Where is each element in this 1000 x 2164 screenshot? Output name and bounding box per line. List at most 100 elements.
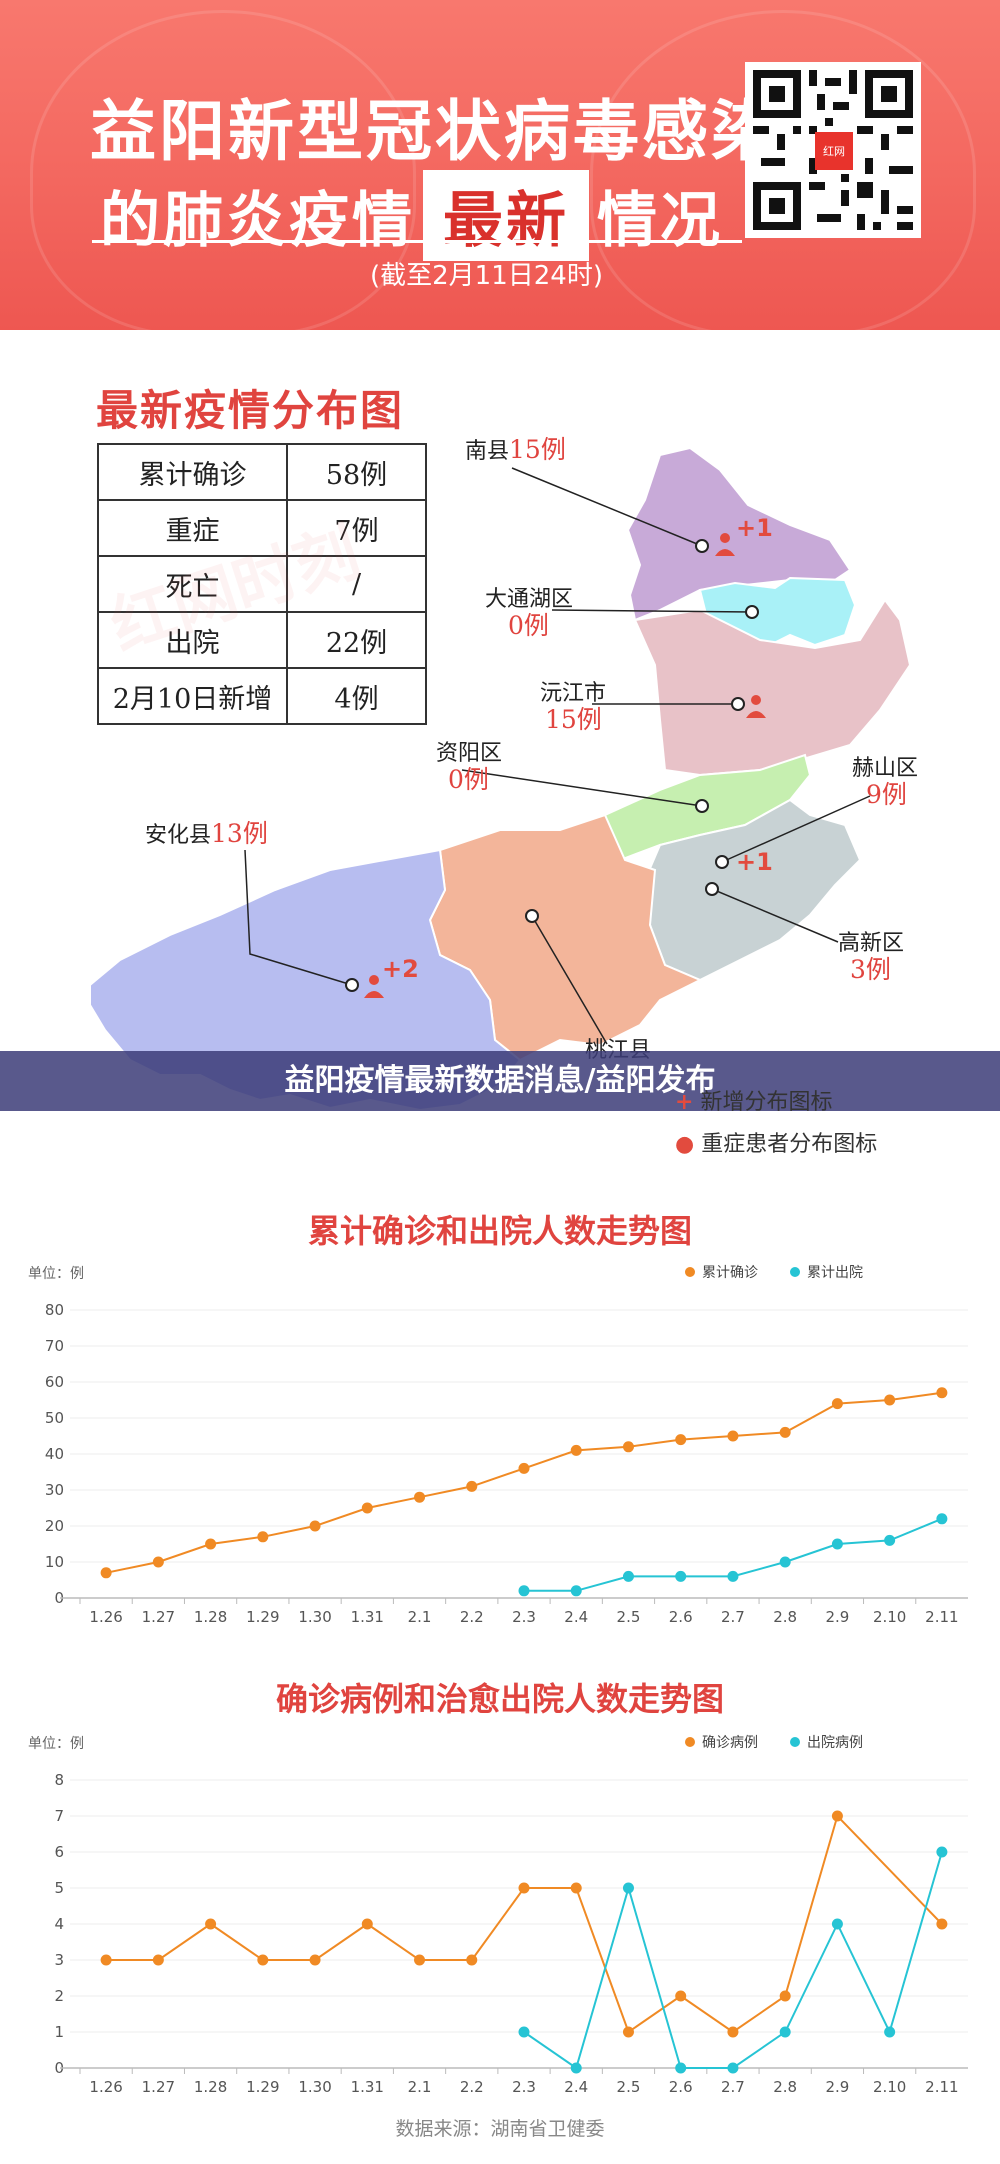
x-tick-label: 2.5: [617, 1608, 641, 1626]
stat-value: 58例: [286, 443, 427, 501]
data-point[interactable]: [622, 2026, 634, 2038]
region-nanxian[interactable]: [626, 446, 852, 622]
data-point[interactable]: [570, 1444, 582, 1456]
region-label: 资阳区: [436, 741, 502, 766]
data-point[interactable]: [831, 1398, 843, 1410]
qr-code-icon[interactable]: [745, 62, 921, 238]
data-point[interactable]: [779, 2026, 791, 2038]
x-tick-label: 2.1: [408, 2078, 432, 2096]
data-point[interactable]: [518, 1585, 530, 1597]
table-row: 累计确诊 58例: [97, 443, 427, 501]
data-point[interactable]: [205, 1918, 217, 1930]
data-point[interactable]: [622, 1441, 634, 1453]
y-tick-label: 30: [45, 1481, 64, 1499]
data-point[interactable]: [518, 1882, 530, 1894]
data-point[interactable]: [466, 1954, 478, 1966]
x-tick-label: 2.11: [925, 1608, 958, 1626]
legend-swatch: [685, 1267, 695, 1277]
x-tick-label: 1.29: [246, 2078, 279, 2096]
data-point[interactable]: [309, 1520, 321, 1532]
data-point[interactable]: [152, 1556, 164, 1568]
y-tick-label: 1: [54, 2023, 64, 2041]
data-point[interactable]: [831, 1918, 843, 1930]
data-point[interactable]: [779, 1426, 791, 1438]
series-line: [106, 1814, 943, 2034]
data-point[interactable]: [779, 1990, 791, 2002]
data-point[interactable]: [936, 1387, 948, 1399]
data-point[interactable]: [361, 1502, 373, 1514]
y-tick-label: 10: [45, 1553, 64, 1571]
x-tick-label: 1.29: [246, 1608, 279, 1626]
legend-swatch: [790, 1267, 800, 1277]
region-count: 0例: [448, 765, 489, 794]
data-point[interactable]: [257, 1531, 269, 1543]
data-point[interactable]: [414, 1954, 426, 1966]
y-tick-label: 5: [54, 1879, 64, 1897]
data-point[interactable]: [100, 1954, 112, 1966]
y-tick-label: 2: [54, 1987, 64, 2005]
y-tick-label: 60: [45, 1373, 64, 1391]
stat-label: 累计确诊: [97, 443, 288, 501]
data-point[interactable]: [779, 1556, 791, 1568]
data-point[interactable]: [675, 1570, 687, 1582]
data-point[interactable]: [361, 1918, 373, 1930]
data-point[interactable]: [936, 1846, 948, 1858]
table-row: 出院 22例: [97, 611, 427, 669]
data-point[interactable]: [309, 1954, 321, 1966]
data-point[interactable]: [727, 2062, 739, 2074]
x-tick-label: 2.9: [825, 1608, 849, 1626]
header-title-highlight: 最新: [423, 170, 589, 261]
data-point[interactable]: [622, 1570, 634, 1582]
legend-label: 确诊病例: [702, 1735, 758, 1751]
region-label: 大通湖区: [485, 587, 573, 612]
qr-badge-logo: 红网: [815, 132, 853, 170]
data-point[interactable]: [727, 1570, 739, 1582]
data-point[interactable]: [831, 1538, 843, 1550]
data-point[interactable]: [518, 2026, 530, 2038]
data-point[interactable]: [727, 1430, 739, 1442]
data-point[interactable]: [414, 1491, 426, 1503]
data-point[interactable]: [831, 1810, 843, 1822]
legend-swatch: [685, 1737, 695, 1747]
data-point[interactable]: [936, 1513, 948, 1525]
data-point[interactable]: [884, 1394, 896, 1406]
data-point[interactable]: [100, 1567, 112, 1579]
legend-severe: ● 重症患者分布图标: [675, 1132, 878, 1157]
data-point[interactable]: [518, 1462, 530, 1474]
y-tick-label: 80: [45, 1301, 64, 1319]
data-point[interactable]: [675, 1434, 687, 1446]
data-point[interactable]: [884, 1534, 896, 1546]
data-point[interactable]: [570, 1585, 582, 1597]
region-yuanjiang[interactable]: [633, 598, 912, 777]
data-point[interactable]: [570, 1882, 582, 1894]
data-point[interactable]: [675, 2062, 687, 2074]
data-point[interactable]: [884, 2026, 896, 2038]
data-point[interactable]: [727, 2026, 739, 2038]
x-tick-label: 1.28: [194, 1608, 227, 1626]
legend-label: 出院病例: [807, 1735, 863, 1751]
x-tick-label: 2.8: [773, 2078, 797, 2096]
x-tick-label: 2.7: [721, 2078, 745, 2096]
data-point[interactable]: [675, 1990, 687, 2002]
x-tick-label: 1.30: [298, 1608, 331, 1626]
y-tick-label: 3: [54, 1951, 64, 1969]
y-tick-label: 4: [54, 1915, 64, 1933]
data-point[interactable]: [152, 1954, 164, 1966]
stat-label: 2月10日新增: [97, 667, 288, 725]
x-tick-label: 2.6: [669, 2078, 693, 2096]
header-title-pre: 的肺炎疫情: [100, 186, 415, 256]
region-label: 高新区: [838, 931, 904, 956]
data-point[interactable]: [466, 1480, 478, 1492]
legend-new: + 新增分布图标: [675, 1089, 833, 1115]
overlay-banner[interactable]: 益阳疫情最新数据消息/益阳发布: [0, 1051, 1000, 1111]
x-tick-label: 2.2: [460, 1608, 484, 1626]
table-row: 2月10日新增 4例: [97, 667, 427, 725]
region-label: 赫山区: [852, 756, 918, 781]
y-tick-label: 20: [45, 1517, 64, 1535]
stat-value: /: [286, 555, 427, 613]
data-point[interactable]: [205, 1538, 217, 1550]
data-point[interactable]: [622, 1882, 634, 1894]
data-point[interactable]: [936, 1918, 948, 1930]
data-point[interactable]: [257, 1954, 269, 1966]
data-point[interactable]: [570, 2062, 582, 2074]
